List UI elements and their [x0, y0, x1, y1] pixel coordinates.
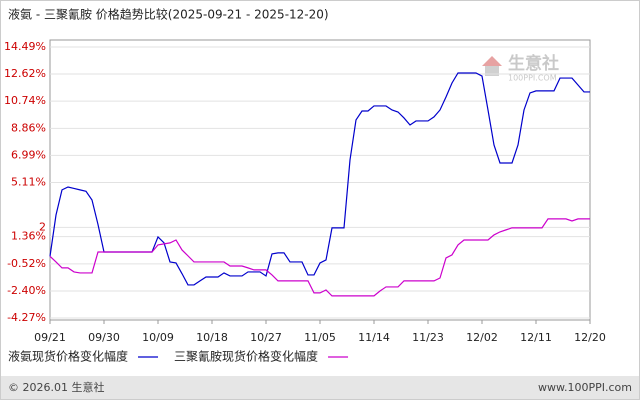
y-tick-label: 2 [39, 220, 46, 233]
footer-bar [1, 376, 639, 399]
y-tick-label: 10.74% [4, 94, 46, 107]
x-tick-label: 12/11 [520, 331, 552, 344]
footer-site: www.100PPI.com [538, 381, 632, 394]
watermark-logo [482, 56, 502, 66]
x-tick-label: 10/27 [250, 331, 282, 344]
watermark: 生意社 100PPI.COM [482, 53, 559, 83]
x-tick-label: 11/05 [304, 331, 336, 344]
x-tick-label: 09/21 [34, 331, 66, 344]
y-tick-label: 12.62% [4, 67, 46, 80]
y-tick-label: -2.40% [7, 284, 46, 297]
legend-label: 液氨现货价格变化幅度 [8, 349, 128, 364]
plot-frame [49, 39, 591, 321]
x-tick-label: 11/23 [412, 331, 444, 344]
series-line [49, 218, 590, 297]
chart-title: 液氨 - 三聚氰胺 价格趋势比较(2025-09-21 - 2025-12-20… [8, 7, 329, 22]
x-tick-label: 12/20 [574, 331, 606, 344]
footer-copyright: © 2026.01 生意社 [8, 380, 104, 394]
y-tick-label: 6.99% [11, 148, 46, 161]
x-tick-label: 09/30 [88, 331, 120, 344]
x-tick-label: 10/09 [142, 331, 174, 344]
y-tick-label: 8.86% [11, 121, 46, 134]
y-tick-label: 5.11% [11, 176, 46, 189]
watermark-name: 生意社 [508, 53, 559, 74]
y-tick-label: -4.27% [7, 311, 46, 324]
x-tick-label: 11/14 [358, 331, 390, 344]
x-tick-label: 10/18 [196, 331, 228, 344]
y-tick-label: -0.52% [7, 257, 46, 270]
legend-label: 三聚氰胺现货价格变化幅度 [174, 349, 318, 364]
y-tick-label: 14.49% [4, 40, 46, 53]
watermark-logo [485, 66, 499, 76]
x-tick-label: 12/02 [466, 331, 498, 344]
watermark-url: 100PPI.COM [508, 74, 557, 83]
y-tick-label: 1.36% [11, 230, 46, 243]
